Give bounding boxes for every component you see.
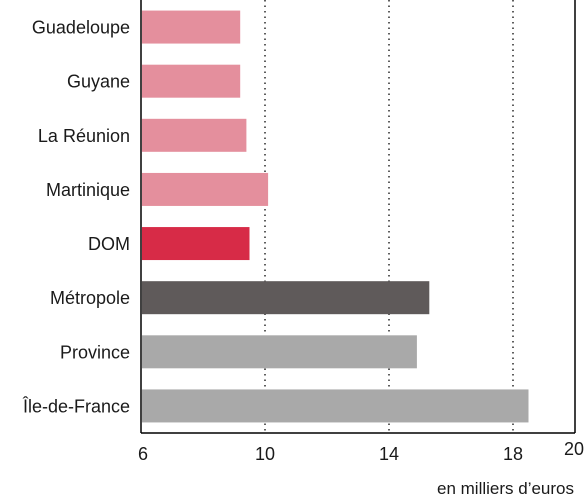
x-tick-label-10: 10	[255, 444, 275, 464]
category-label: Guadeloupe	[32, 18, 130, 38]
bar-guyane	[142, 64, 241, 98]
bar-m-tropole	[142, 281, 430, 315]
category-label: La Réunion	[38, 126, 130, 146]
bar-guadeloupe	[142, 10, 241, 44]
x-tick-label-14: 14	[379, 444, 399, 464]
bar-dom	[142, 227, 250, 261]
bars	[142, 10, 529, 423]
grid-lines	[264, 0, 514, 433]
x-axis-label: en milliers d’euros	[437, 479, 574, 498]
x-tick-labels: 6 10 14 18 20	[138, 439, 584, 464]
category-label: DOM	[88, 234, 130, 254]
x-tick-label-6: 6	[138, 444, 148, 464]
category-label: Province	[60, 342, 130, 362]
bar-martinique	[142, 172, 269, 206]
category-label: Guyane	[67, 72, 130, 92]
category-label: Martinique	[46, 180, 130, 200]
x-tick-label-18: 18	[503, 444, 523, 464]
category-label: Île-de-France	[22, 396, 130, 416]
category-labels: Guadeloupe Guyane La Réunion Martinique DOM M…	[22, 18, 130, 417]
bar-province	[142, 335, 417, 369]
category-label: Métropole	[50, 288, 130, 308]
bar--le-de-france	[142, 389, 529, 423]
bar-la-r-union	[142, 118, 247, 152]
x-tick-label-20: 20	[564, 439, 584, 459]
